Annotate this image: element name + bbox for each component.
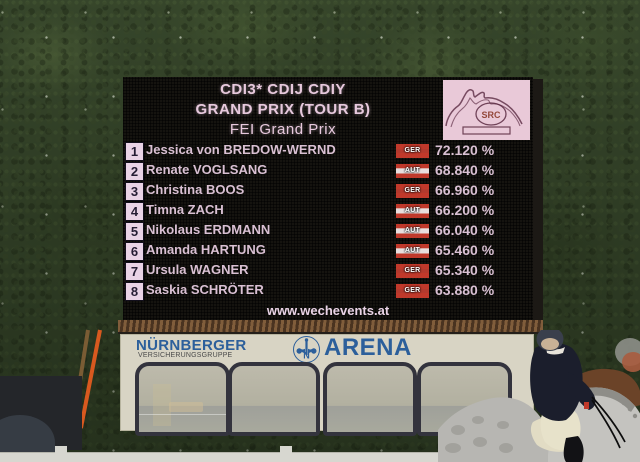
svg-text:SRC: SRC — [481, 110, 501, 120]
svg-text:N: N — [303, 351, 310, 361]
